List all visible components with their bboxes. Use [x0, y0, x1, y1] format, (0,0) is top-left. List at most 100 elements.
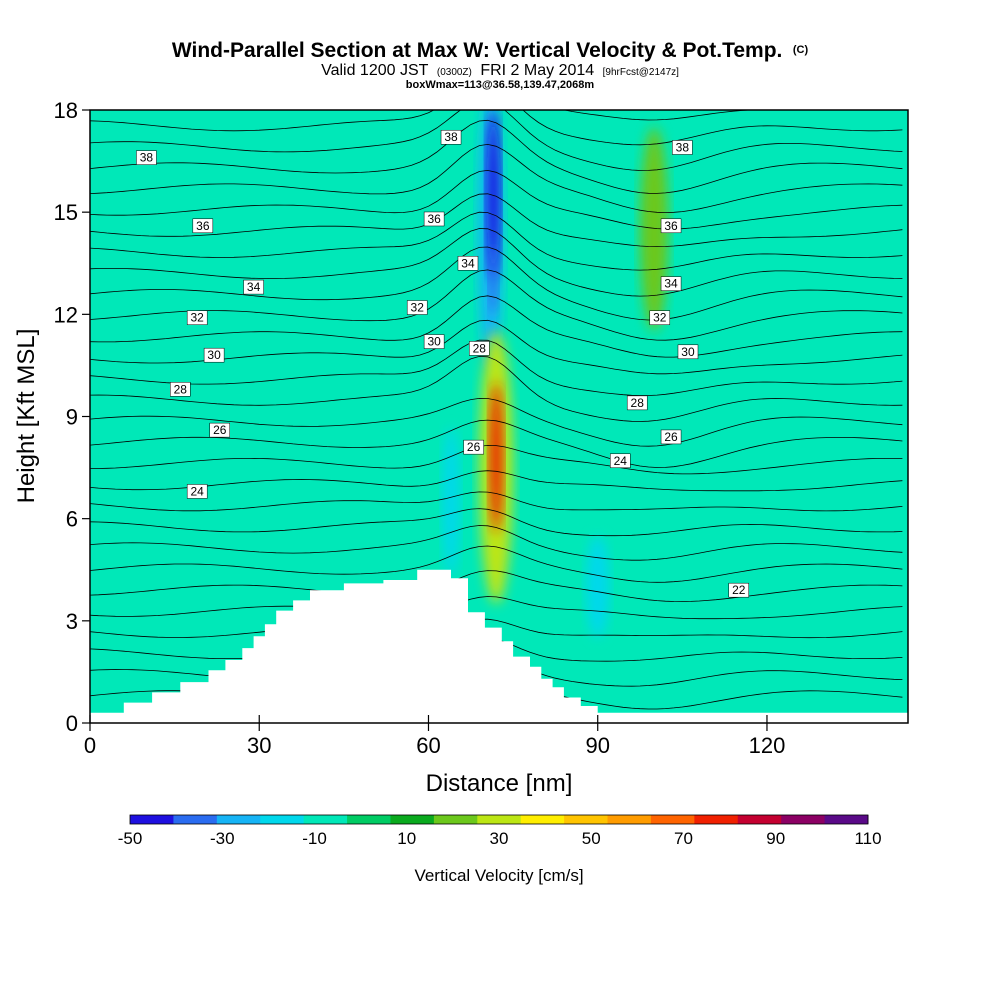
theta-label-text: 34 [461, 256, 475, 270]
theta-labels: 38 38 38 36 36 36 34 34 34 32 32 32 30 30 30 28 28 28 26 26… [136, 129, 750, 598]
theta-label-text: 28 [174, 382, 188, 396]
theta-label-box [660, 218, 682, 234]
theta-label-text: 36 [196, 219, 210, 233]
y-tick-label: 12 [54, 302, 78, 327]
y-tick-label: 6 [66, 507, 78, 532]
theta-label-box [728, 582, 750, 598]
colorbar-swatch-10 [564, 815, 609, 824]
colorbar-swatch-12 [650, 815, 695, 824]
theta-label-box [440, 129, 462, 145]
theta-label-text: 24 [191, 484, 205, 498]
theta-label-7: 34 [457, 256, 479, 271]
chart-subtitle-2: boxWmax=113@36.58,139.47,2068m [406, 79, 595, 91]
x-tick-label: 30 [247, 733, 271, 758]
theta-line-10 [90, 470, 903, 492]
w-feature-3 [442, 426, 460, 577]
theta-line-11 [90, 444, 903, 475]
theta-label-text: 34 [664, 277, 678, 291]
colorbar-swatch-0 [130, 815, 174, 824]
theta-label-box [457, 256, 479, 271]
colorbar-swatch-6 [390, 815, 435, 824]
theta-label-6: 34 [243, 279, 264, 295]
colorbar-label: Vertical Velocity [cm/s] [414, 866, 583, 885]
theta-label-5: 36 [660, 218, 682, 234]
y-axis: 0 3 6 9 12 15 18 [54, 98, 90, 736]
theta-label-box [136, 150, 157, 165]
theta-label-text: 26 [213, 423, 227, 437]
theta-label-18: 26 [209, 422, 231, 438]
theta-line-13 [90, 397, 903, 447]
theta-label-box [243, 279, 264, 295]
theta-line-24 [90, 143, 903, 214]
colorbar-tick-label: 10 [397, 829, 416, 848]
theta-label-box [463, 439, 484, 455]
theta-line-9 [90, 491, 903, 512]
plot-area [90, 110, 908, 723]
theta-line-15 [90, 339, 903, 396]
colorbar-swatch-7 [433, 815, 478, 824]
theta-line-4 [90, 596, 903, 620]
theta-line-26 [90, 110, 903, 171]
theta-label-text: 32 [411, 301, 425, 315]
theta-line-18 [90, 269, 903, 341]
theta-line-19 [90, 246, 903, 321]
x-axis-label: Distance [nm] [426, 770, 573, 797]
colorbar: -50 -30 -10 10 30 50 70 90 110 [118, 814, 882, 848]
colorbar-tick-label: 50 [582, 829, 601, 848]
colorbar-tick-label: 70 [674, 829, 693, 848]
theta-label-box [423, 334, 445, 349]
colorbar-swatch-16 [824, 815, 869, 824]
theta-label-2: 38 [672, 140, 693, 155]
theta-label-8: 34 [660, 276, 682, 291]
y-axis-label: Height [Kft MSL] [13, 329, 40, 504]
theta-label-text: 38 [676, 140, 690, 154]
theta-label-10: 32 [406, 300, 428, 315]
theta-label-20: 26 [660, 429, 682, 445]
theta-label-box [677, 344, 699, 360]
theta-label-22: 24 [610, 453, 631, 469]
colorbar-tick-label: 30 [490, 829, 509, 848]
colorbar-swatch-15 [781, 815, 826, 824]
theta-line-23 [90, 169, 903, 230]
theta-line-6 [90, 545, 903, 583]
colorbar-swatch-8 [477, 815, 522, 824]
theta-line-14 [90, 355, 903, 422]
theta-label-4: 36 [423, 211, 445, 227]
theta-label-19: 26 [463, 439, 484, 455]
theta-label-box [186, 310, 208, 325]
theta-label-text: 26 [664, 430, 678, 444]
theta-line-20 [90, 228, 903, 297]
theta-label-text: 26 [467, 440, 481, 454]
x-tick-label: 0 [84, 733, 96, 758]
theta-label-box [170, 382, 191, 397]
colorbar-tick-label: -10 [302, 829, 327, 848]
theta-label-text: 36 [664, 219, 678, 233]
theta-label-text: 38 [444, 130, 458, 144]
theta-line-17 [90, 295, 903, 358]
theta-label-15: 28 [170, 382, 191, 397]
colorbar-swatch-9 [520, 815, 565, 824]
theta-label-box [203, 347, 225, 363]
colorbar-tick-label: -30 [210, 829, 235, 848]
terrain [90, 569, 908, 723]
theta-label-13: 30 [423, 334, 445, 349]
chart-subtitle: Valid 1200 JST (0300Z) FRI 2 May 2014 [9… [321, 62, 679, 79]
theta-line-22 [90, 193, 903, 248]
theta-label-text: 36 [427, 212, 441, 226]
theta-label-text: 30 [681, 345, 695, 359]
theta-label-text: 28 [631, 396, 645, 410]
theta-label-box [660, 429, 682, 445]
theta-line-12 [90, 419, 903, 468]
colorbar-swatch-14 [737, 815, 782, 824]
theta-label-3: 36 [192, 218, 214, 234]
theta-label-box [672, 140, 693, 155]
theta-label-box [406, 300, 428, 315]
theta-label-text: 22 [732, 583, 746, 597]
theta-label-box [649, 310, 671, 325]
colorbar-swatch-1 [173, 815, 218, 824]
colorbar-swatch-4 [303, 815, 348, 824]
colorbar-swatch-5 [347, 815, 391, 824]
theta-line-3 [90, 618, 903, 639]
theta-label-text: 28 [473, 341, 487, 355]
theta-label-14: 30 [677, 344, 699, 360]
